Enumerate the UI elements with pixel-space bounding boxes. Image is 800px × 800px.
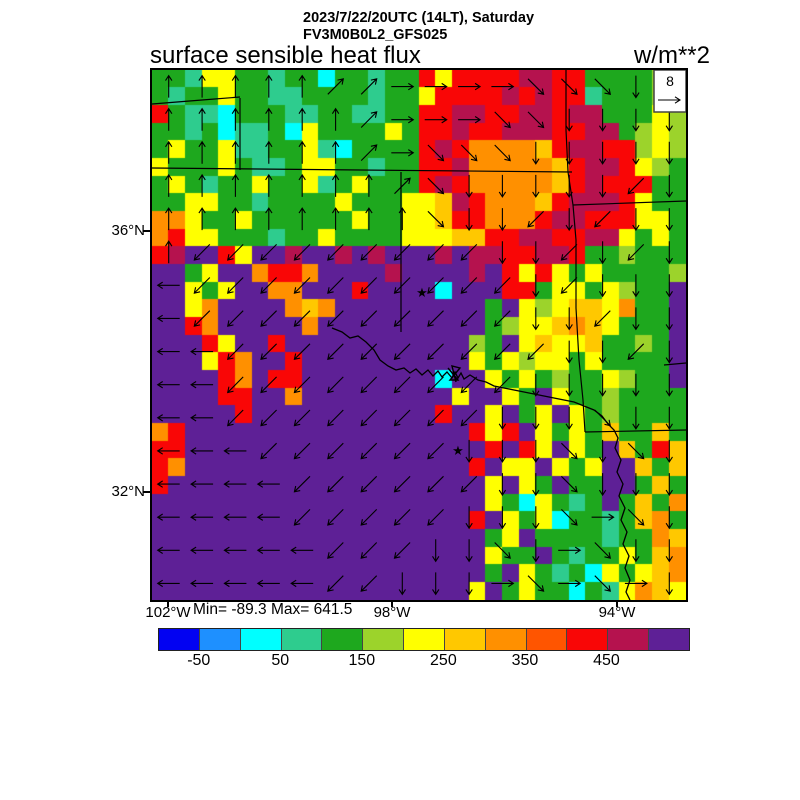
colorbar-tick-label: -50 — [187, 652, 211, 669]
colorbar — [158, 628, 690, 651]
colorbar-tick-label: 50 — [271, 652, 290, 669]
map-frame: ★ ★ 8 — [150, 68, 688, 602]
city-star-marker: ★ — [416, 285, 428, 300]
colorbar-tick-label: 450 — [593, 652, 620, 669]
state-border-line — [572, 200, 686, 206]
variable-title: surface sensible heat flux — [150, 42, 421, 69]
colorbar-segment — [199, 629, 241, 650]
lat-tick-mark — [143, 491, 151, 493]
lat-tick-mark — [143, 230, 151, 232]
lon-tick-label: 98°W — [373, 604, 411, 621]
heatflux-raster — [152, 70, 686, 600]
lat-tick-label: 32°N — [111, 483, 145, 500]
wind-vector-arrows — [156, 74, 673, 596]
reference-vector-value: 8 — [666, 73, 674, 89]
colorbar-segment — [567, 629, 609, 650]
reference-vector-arrow-icon — [658, 96, 682, 104]
map-overlay: ★ ★ 8 — [152, 70, 686, 600]
colorbar-segment — [526, 629, 568, 650]
colorbar-segment — [159, 629, 200, 650]
colorbar-segment — [322, 629, 364, 650]
lon-tick-mark — [167, 601, 169, 607]
datetime-title: 2023/7/22/20UTC (14LT), Saturday — [303, 10, 535, 26]
state-border-line — [152, 96, 241, 105]
minmax-label: Min= -89.3 Max= 641.5 — [193, 601, 353, 618]
colorbar-tick-label: 250 — [430, 652, 457, 669]
lon-tick-mark — [616, 601, 618, 607]
colorbar-segment — [608, 629, 650, 650]
colorbar-segment — [281, 629, 323, 650]
state-border-line — [584, 429, 686, 433]
colorbar-tick-label: 350 — [511, 652, 539, 669]
model-title: FV3M0B0L2_GFS025 — [303, 27, 448, 43]
colorbar-segment — [649, 629, 689, 650]
reference-vector-box — [653, 70, 686, 113]
colorbar-segment — [485, 629, 527, 650]
lat-tick-label: 36°N — [111, 222, 145, 239]
state-border-line — [565, 70, 586, 433]
lon-tick-label: 94°W — [598, 604, 636, 621]
colorbar-segment — [444, 629, 486, 650]
colorbar-segment — [363, 629, 405, 650]
lon-tick-label: 102°W — [145, 604, 191, 621]
colorbar-tick-label: 150 — [348, 652, 376, 669]
colorbar-segment — [240, 629, 282, 650]
lon-tick-mark — [391, 601, 393, 607]
state-border-line — [152, 167, 573, 173]
river-meander-knot — [447, 365, 462, 383]
colorbar-segment — [404, 629, 445, 650]
state-border-line — [663, 362, 686, 366]
river-line — [331, 327, 631, 600]
units-label: w/m**2 — [633, 42, 710, 69]
city-star-marker: ★ — [452, 443, 464, 458]
